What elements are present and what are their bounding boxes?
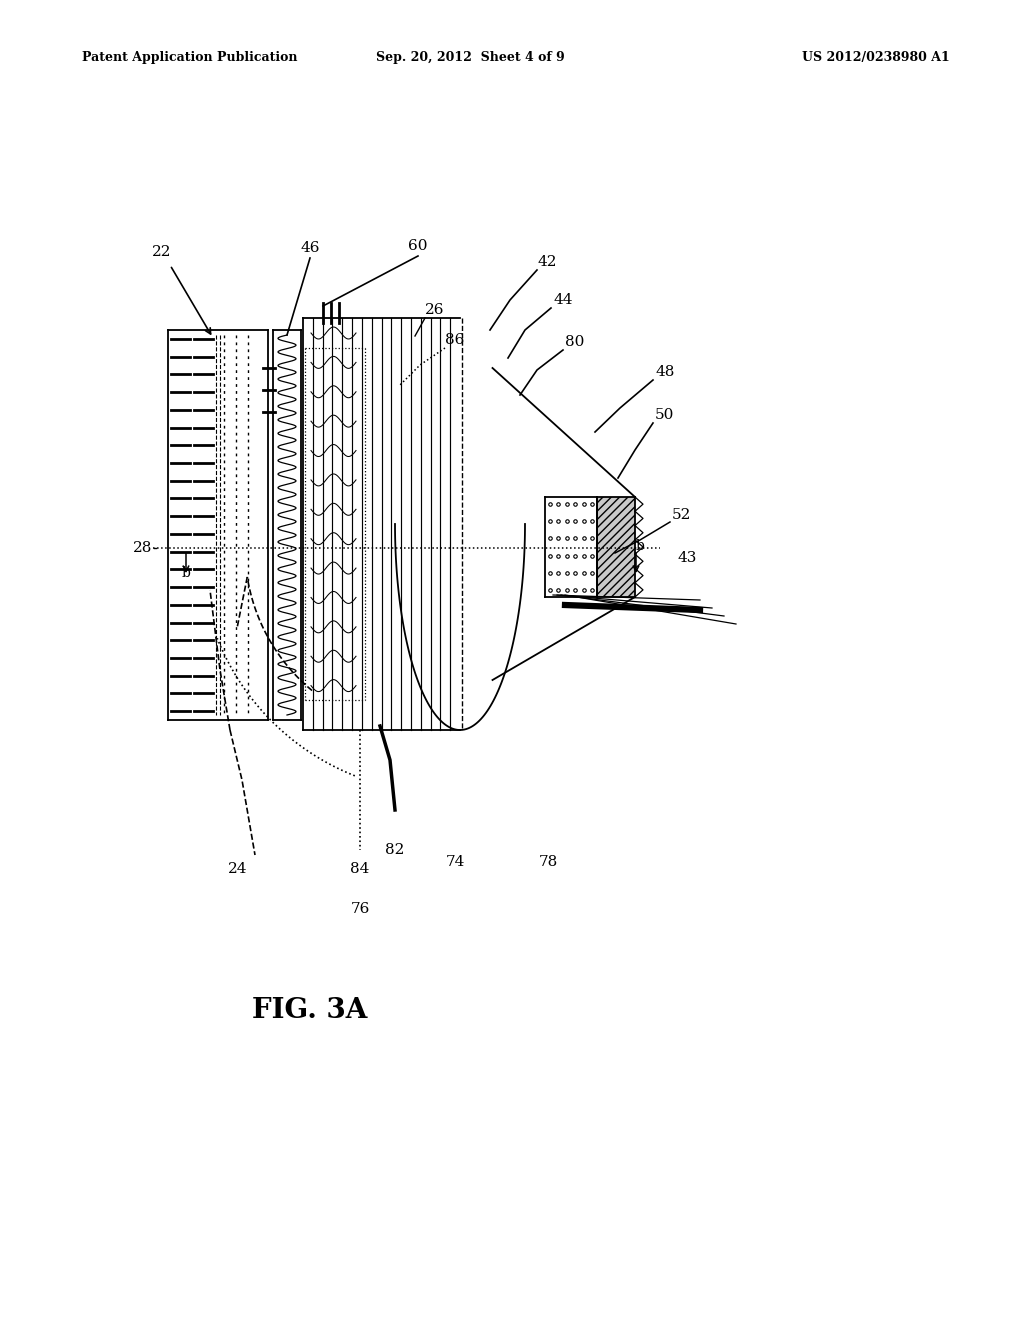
Text: 26: 26 [425, 304, 444, 317]
Text: 42: 42 [537, 255, 556, 269]
Text: 78: 78 [539, 855, 558, 869]
Text: 43: 43 [678, 550, 697, 565]
Text: 82: 82 [385, 843, 404, 857]
Bar [597, 498, 635, 597]
Text: Patent Application Publication: Patent Application Publication [82, 51, 298, 65]
Text: 48: 48 [655, 366, 675, 379]
Text: 50: 50 [655, 408, 675, 422]
Text: 24: 24 [228, 862, 248, 876]
Text: 44: 44 [553, 293, 572, 308]
Text: 46: 46 [300, 242, 319, 255]
Text: 60: 60 [409, 239, 428, 253]
Text: Sep. 20, 2012  Sheet 4 of 9: Sep. 20, 2012 Sheet 4 of 9 [376, 51, 564, 65]
Text: 84: 84 [350, 862, 370, 876]
Text: b: b [181, 566, 190, 579]
Text: b: b [636, 539, 645, 553]
Text: 86: 86 [445, 333, 464, 347]
Text: FIG. 3A: FIG. 3A [252, 997, 368, 1023]
Text: 74: 74 [445, 855, 465, 869]
Text: US 2012/0238980 A1: US 2012/0238980 A1 [802, 51, 950, 65]
Text: 22: 22 [152, 246, 171, 259]
Text: 80: 80 [565, 335, 585, 348]
Text: 52: 52 [672, 508, 691, 521]
Text: 76: 76 [350, 902, 370, 916]
Text: 28: 28 [133, 541, 152, 554]
